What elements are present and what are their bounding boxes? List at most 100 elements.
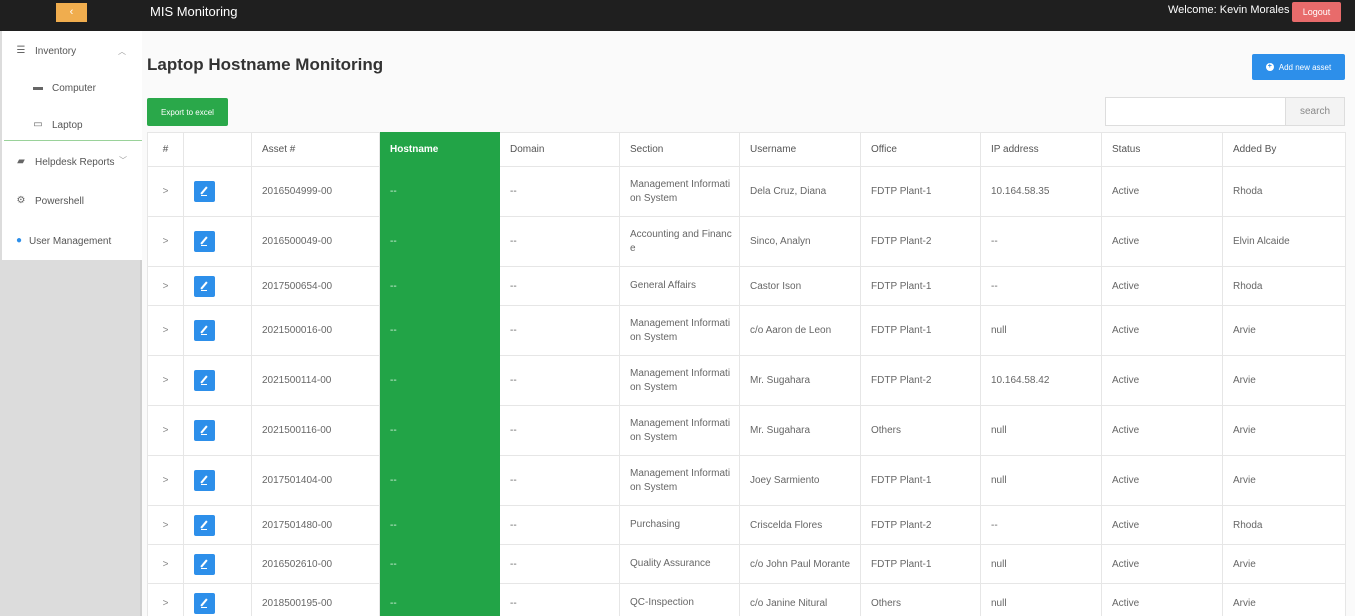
action-cell [183,216,252,267]
hostname-cell: -- [379,355,500,406]
username-cell: c/o John Paul Morante [739,544,861,584]
asset-cell: 2017501480-00 [251,505,380,545]
top-bar: ‹ MIS Monitoring Welcome: Kevin Morales … [0,0,1355,31]
action-cell [183,305,252,356]
action-cell [183,166,252,217]
status-cell: Active [1101,305,1223,356]
expand-row-cell[interactable]: > [147,544,184,584]
hostname-cell: -- [379,166,500,217]
column-header[interactable]: Asset # [251,132,380,167]
edit-button[interactable] [194,553,215,575]
domain-cell: -- [499,583,620,616]
add-new-asset-label: Add new asset [1278,62,1332,72]
expand-row-cell[interactable]: > [147,455,184,506]
action-cell [183,266,252,306]
column-header[interactable]: Status [1101,132,1223,167]
username-cell: c/o Janine Nitural [739,583,861,616]
column-header[interactable]: Section [619,132,740,167]
chevron-right-icon: > [162,186,169,197]
domain-cell: -- [499,355,620,406]
gear-icon: ⚙ [16,195,26,206]
column-header[interactable]: IP address [980,132,1102,167]
domain-cell: -- [499,266,620,306]
export-to-excel-button[interactable]: Export to excel [147,98,228,126]
column-header[interactable]: # [147,132,184,167]
edit-button[interactable] [194,275,215,297]
asset-cell: 2021500116-00 [251,405,380,456]
sidebar-item-user-management[interactable]: ● User Management [2,222,142,260]
added-by-cell: Rhoda [1222,166,1346,217]
ip-cell: 10.164.58.35 [980,166,1102,217]
welcome-text: Welcome: Kevin Morales [1168,4,1290,16]
expand-row-cell[interactable]: > [147,355,184,406]
added-by-cell: Arvie [1222,305,1346,356]
search-input[interactable] [1105,97,1286,126]
edit-button[interactable] [194,320,215,341]
section-cell: General Affairs [619,266,740,306]
expand-row-cell[interactable]: > [147,305,184,356]
section-cell: Management Informati on System [619,305,740,356]
expand-row-cell[interactable]: > [147,166,184,217]
status-cell: Active [1101,166,1223,217]
column-header[interactable]: Office [860,132,981,167]
expand-row-cell[interactable]: > [147,216,184,267]
column-header[interactable]: Hostname [379,132,500,167]
edit-button[interactable] [194,181,215,202]
office-cell: FDTP Plant-1 [860,266,981,306]
username-cell: Castor Ison [739,266,861,306]
sidebar-item-powershell[interactable]: ⚙ Powershell [2,182,142,220]
edit-button[interactable] [194,514,215,536]
add-new-asset-button[interactable]: + Add new asset [1252,54,1345,80]
sidebar-item-inventory[interactable]: ☰ Inventory ︿ [2,32,142,70]
search-button[interactable]: search [1286,97,1345,126]
column-header[interactable]: Username [739,132,861,167]
sidebar-item-label: Inventory [35,45,77,57]
username-cell: Criscelda Flores [739,505,861,545]
expand-row-cell[interactable]: > [147,583,184,616]
username-cell: Sinco, Analyn [739,216,861,267]
sidebar-item-computer[interactable]: ▬ Computer [2,69,142,107]
chevron-right-icon: > [162,519,169,531]
expand-row-cell[interactable]: > [147,405,184,456]
chevron-right-icon: > [162,236,169,247]
table-row: >2021500016-00 -- -- Management Informati o… [147,305,1346,356]
status-cell: Active [1101,505,1223,545]
sidebar-item-label: Helpdesk Reports [35,156,115,168]
section-cell: Management Informati on System [619,455,740,506]
logout-button[interactable]: Logout [1292,2,1341,22]
status-cell: Active [1101,405,1223,456]
ip-cell: null [980,305,1102,356]
expand-row-cell[interactable]: > [147,505,184,545]
chevron-right-icon: > [162,597,169,609]
sidebar-item-label: Laptop [52,119,83,131]
ip-cell: 10.164.58.42 [980,355,1102,406]
table-row: >2017500654-00 -- -- General Affairs Castor … [147,266,1346,306]
list-icon: ☰ [16,45,26,56]
edit-button[interactable] [194,231,215,252]
edit-button[interactable] [194,420,215,441]
column-header[interactable]: Domain [499,132,620,167]
sidebar-toggle-button[interactable]: ‹ [56,3,87,22]
edit-button[interactable] [194,470,215,491]
main-content: Laptop Hostname Monitoring + Add new ass… [142,31,1355,616]
sidebar-item-label: User Management [29,235,112,247]
expand-row-cell[interactable]: > [147,266,184,306]
edit-button[interactable] [194,592,215,614]
username-cell: Mr. Sugahara [739,405,861,456]
section-cell: Management Informati on System [619,405,740,456]
hostname-cell: -- [379,305,500,356]
laptop-table: # Asset # Hostname Domain Section Userna… [147,132,1346,616]
sidebar-item-laptop[interactable]: ▭ Laptop [2,106,142,144]
ip-cell: -- [980,505,1102,545]
monitor-icon: ▬ [33,82,43,93]
username-cell: c/o Aaron de Leon [739,305,861,356]
domain-cell: -- [499,544,620,584]
status-cell: Active [1101,583,1223,616]
column-header[interactable]: Added By [1222,132,1346,167]
column-header [183,132,252,167]
asset-cell: 2016500049-00 [251,216,380,267]
office-cell: Others [860,405,981,456]
edit-button[interactable] [194,370,215,391]
table-row: >2017501480-00 -- -- Purchasing Criscelda Fl… [147,505,1346,545]
sidebar-item-helpdesk[interactable]: ▰ Helpdesk Reports ﹀ [2,143,142,181]
